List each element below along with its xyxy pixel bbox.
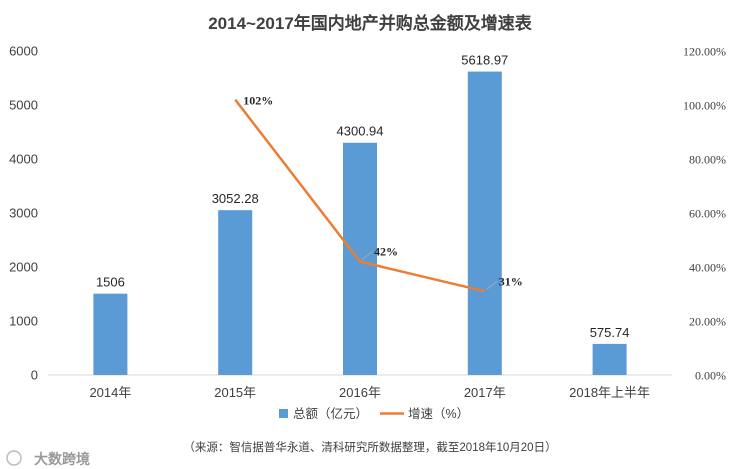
x-tick-label: 2015年 [214, 385, 256, 400]
y-left-tick-label: 5000 [9, 98, 38, 113]
bar [93, 293, 128, 375]
y-left-tick-label: 2000 [9, 260, 38, 275]
chart-title: 2014~2017年国内地产并购总金额及增速表 [208, 13, 533, 33]
growth-line [234, 98, 486, 293]
bar-value-label: 575.74 [590, 325, 630, 340]
y-left-tick-label: 4000 [9, 152, 38, 167]
y-left-tick-label: 1000 [9, 314, 38, 329]
bars [93, 71, 627, 375]
line-label-leader [361, 251, 373, 260]
line-value-label: 102% [243, 94, 273, 108]
source-note: （来源：智信据普华永道、清科研究所数据整理，截至2018年10月20日） [183, 440, 556, 454]
legend-label: 总额（亿元） [293, 406, 368, 421]
x-tick-label: 2014年 [89, 385, 131, 400]
x-tick-label: 2016年 [339, 385, 381, 400]
y-right-tick-label: 20.00% [689, 315, 726, 329]
axes: 0 1000 2000 3000 4000 5000 6000 0.00% 20.00% 40.0… [9, 44, 726, 401]
y-right-tick-label: 80.00% [689, 153, 726, 167]
y-right-tick-label: 120.00% [683, 45, 726, 59]
y-right-tick-label: 40.00% [689, 261, 726, 275]
bar [592, 343, 627, 375]
bar [467, 71, 502, 375]
watermark-text: 大数跨境 [34, 451, 90, 467]
watermark: 大数跨境 [6, 450, 90, 467]
y-right-tick-label: 0.00% [695, 369, 726, 383]
bar-value-label: 1506 [96, 275, 125, 290]
x-tick-label: 2018年上半年 [569, 385, 650, 400]
legend-label: 增速（%） [408, 406, 469, 421]
y-left-tick-label: 6000 [9, 44, 38, 59]
line-value-label: 42% [374, 245, 398, 259]
watermark-logo-icon [6, 450, 22, 466]
y-left-tick-label: 3000 [9, 206, 38, 221]
legend: 总额（亿元） 增速（%） [279, 406, 469, 421]
y-left-tick-label: 0 [31, 368, 38, 383]
x-tick-label: 2017年 [464, 385, 506, 400]
bar-value-label: 4300.94 [337, 124, 384, 139]
bar [343, 142, 377, 375]
bar [218, 210, 253, 375]
y-right-tick-label: 60.00% [689, 207, 726, 221]
growth-line-path [234, 98, 486, 293]
y-right-tick-label: 100.00% [683, 99, 726, 113]
bar-value-label: 5618.97 [461, 53, 508, 68]
legend-swatch-bar [279, 409, 288, 418]
data-labels: 1506 3052.28 4300.94 5618.97 575.74 102% 42% 31… [96, 53, 630, 340]
line-label-leader [486, 280, 498, 290]
line-value-label: 31% [499, 274, 523, 288]
bar-value-label: 3052.28 [212, 191, 259, 206]
